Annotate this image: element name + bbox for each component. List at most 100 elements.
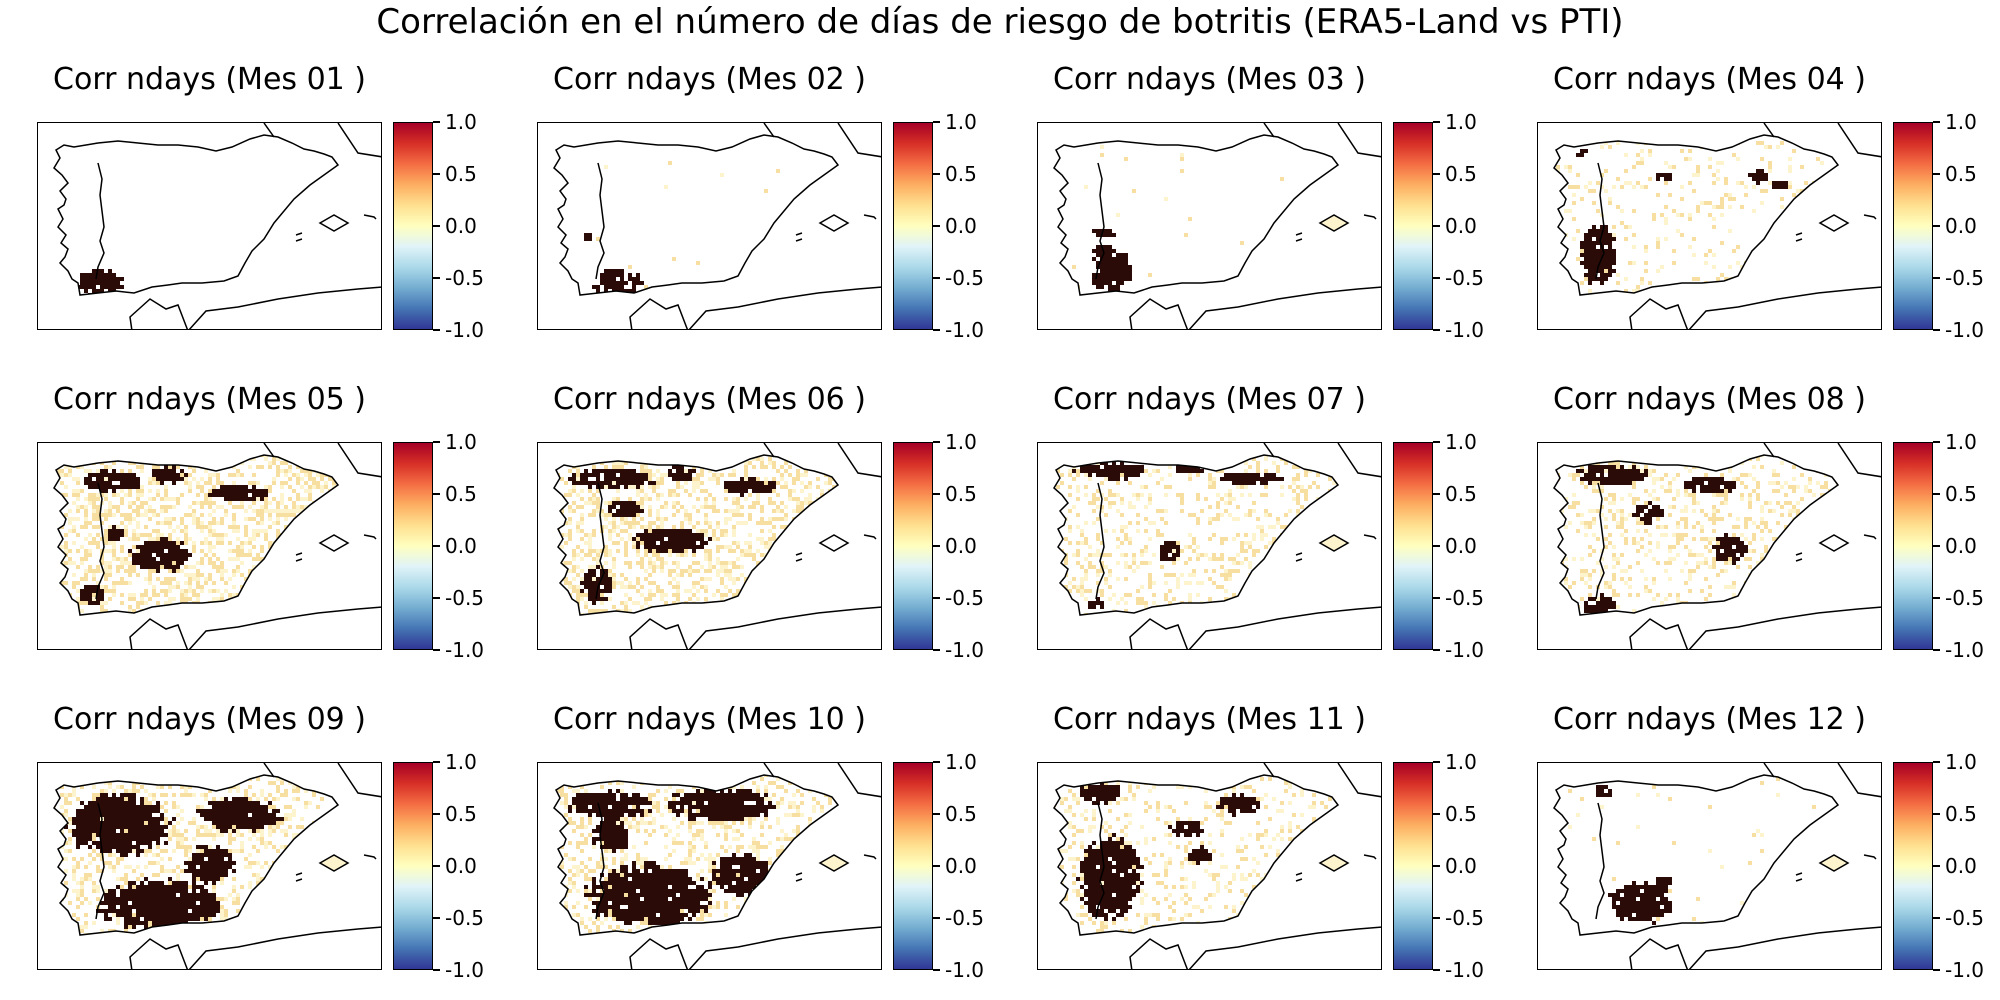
colorbar-tick-label: 0.0 <box>445 854 477 878</box>
colorbar-tick <box>933 277 940 279</box>
colorbar-tick <box>1933 441 1940 443</box>
colorbar-tick <box>933 813 940 815</box>
colorbar-tick <box>433 173 440 175</box>
coastline-segment <box>1337 123 1381 158</box>
correlation-map <box>1037 442 1382 650</box>
portugal-border <box>1595 482 1605 600</box>
iberia-coastline <box>1053 454 1340 616</box>
correlation-map <box>37 762 382 970</box>
colorbar <box>893 762 933 970</box>
colorbar-tick <box>1433 441 1440 443</box>
colorbar-tick-label: -1.0 <box>1445 318 1485 342</box>
coastline-segment <box>188 606 381 649</box>
coastline-segment <box>1363 534 1377 540</box>
portugal-border <box>95 162 105 280</box>
coastline-segment <box>1795 552 1803 562</box>
colorbar-tick-label: 0.5 <box>1945 482 1977 506</box>
colorbar-tick-label: 1.0 <box>445 430 477 454</box>
portugal-border <box>95 482 105 600</box>
colorbar-tick <box>433 761 440 763</box>
colorbar-tick-label: 0.5 <box>945 162 977 186</box>
colorbar-tick-label: -1.0 <box>945 318 985 342</box>
colorbar-tick-label: 0.0 <box>945 854 977 878</box>
colorbar-tick <box>933 597 940 599</box>
colorbar-tick <box>933 917 940 919</box>
coastline-segment <box>1837 123 1881 158</box>
colorbar-tick-label: 0.5 <box>945 802 977 826</box>
colorbar-tick <box>433 277 440 279</box>
coastline-segment <box>1688 286 1881 329</box>
colorbar-tick-label: 1.0 <box>1945 430 1977 454</box>
coastline-segment <box>1837 443 1881 478</box>
map-panel-mes-09: Corr ndays (Mes 09 ) 1.0 0.5 0.0 -0.5 -1.0 <box>0 660 500 980</box>
colorbar-tick <box>933 121 940 123</box>
colorbar-tick <box>933 329 940 331</box>
colorbar-tick-label: -0.5 <box>445 586 485 610</box>
colorbar-tick-label: 1.0 <box>445 110 477 134</box>
portugal-border <box>595 482 605 600</box>
map-canvas <box>53 443 381 649</box>
colorbar-tick <box>933 969 940 971</box>
coastline-segment <box>1837 763 1881 798</box>
portugal-border <box>1595 802 1605 920</box>
iberia-coastline <box>553 454 840 616</box>
map-canvas <box>1053 763 1381 969</box>
colorbar-tick <box>433 493 440 495</box>
portugal-border <box>595 162 605 280</box>
coastline-segment <box>188 926 381 969</box>
iberia-coastline <box>53 134 340 296</box>
coastline-segment <box>263 123 275 138</box>
colorbar-tick-label: -0.5 <box>1445 586 1485 610</box>
map-panel-mes-08: Corr ndays (Mes 08 ) 1.0 0.5 0.0 -0.5 -1.0 <box>1500 340 2000 660</box>
coastline-segment <box>363 534 377 540</box>
colorbar-tick-label: 1.0 <box>945 750 977 774</box>
correlation-cells <box>1068 137 1332 293</box>
colorbar-tick <box>1933 121 1940 123</box>
correlation-map <box>1537 442 1882 650</box>
coastline-segment <box>263 763 275 778</box>
colorbar-tick-label: 0.5 <box>445 162 477 186</box>
colorbar-tick <box>433 545 440 547</box>
colorbar-tick <box>1933 225 1940 227</box>
coastline-segment <box>1629 938 1689 969</box>
coastline-segment <box>1318 854 1350 872</box>
map-canvas <box>1553 123 1881 329</box>
colorbar <box>1893 442 1933 650</box>
coastline-segment <box>1295 552 1303 562</box>
correlation-map <box>37 442 382 650</box>
colorbar-tick-label: -1.0 <box>1945 318 1985 342</box>
colorbar-tick-label: -0.5 <box>1445 266 1485 290</box>
coastline-segment <box>129 298 189 329</box>
coastline-segment <box>295 872 303 882</box>
colorbar <box>1893 762 1933 970</box>
colorbar-tick <box>1433 865 1440 867</box>
colorbar-tick-label: 1.0 <box>1945 110 1977 134</box>
colorbar-tick-label: 1.0 <box>1445 750 1477 774</box>
map-canvas <box>1053 123 1381 329</box>
colorbar-tick-label: 1.0 <box>1445 110 1477 134</box>
panel-title: Corr ndays (Mes 03 ) <box>1053 62 1366 97</box>
colorbar-tick-label: -1.0 <box>945 638 985 662</box>
colorbar-tick <box>1933 493 1940 495</box>
colorbar-tick <box>433 865 440 867</box>
iberia-coastline <box>553 134 840 296</box>
coastline-segment <box>129 618 189 649</box>
coastline-segment <box>1863 534 1877 540</box>
colorbar <box>1893 122 1933 330</box>
colorbar <box>893 122 933 330</box>
colorbar-tick-label: -0.5 <box>945 586 985 610</box>
coastline-segment <box>1863 214 1877 220</box>
coastline-segment <box>1363 214 1377 220</box>
colorbar-tick <box>933 441 940 443</box>
coastline-segment <box>818 534 850 552</box>
colorbar-tick-label: -1.0 <box>1445 638 1485 662</box>
map-panel-mes-07: Corr ndays (Mes 07 ) 1.0 0.5 0.0 -0.5 -1.0 <box>1000 340 1500 660</box>
iberia-coastline <box>1053 134 1340 296</box>
coastline-segment <box>1818 854 1850 872</box>
map-canvas <box>553 763 881 969</box>
coastline-segment <box>295 232 303 242</box>
colorbar-tick <box>1433 493 1440 495</box>
coastline-segment <box>1129 618 1189 649</box>
coastline-segment <box>688 606 881 649</box>
coastline-segment <box>1629 618 1689 649</box>
